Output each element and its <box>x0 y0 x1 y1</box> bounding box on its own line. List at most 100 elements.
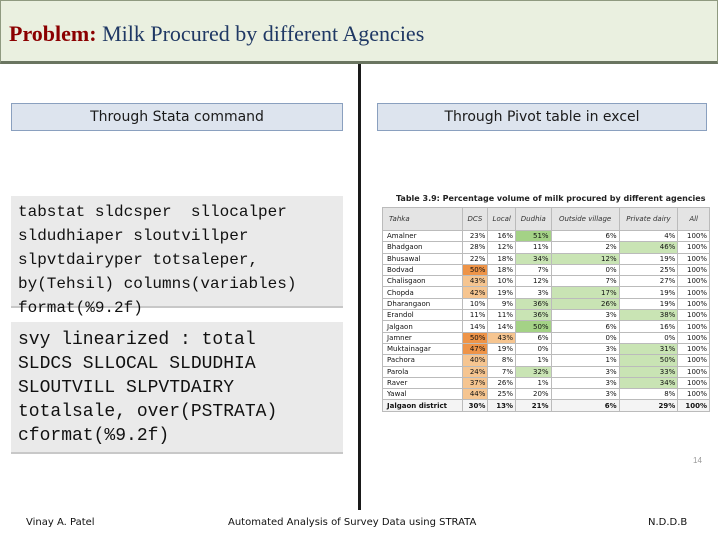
column-header: Local <box>487 207 516 231</box>
table-cell: 30% <box>461 399 489 412</box>
table-cell: 9% <box>487 297 516 311</box>
table-cell: 50% <box>461 331 489 344</box>
table-cell: 100% <box>677 388 710 401</box>
table-cell: 24% <box>461 365 489 378</box>
footer-author: Vinay A. Patel <box>26 517 95 528</box>
table-cell: 23% <box>461 229 489 243</box>
table-cell: 36% <box>515 309 552 322</box>
table-cell: 16% <box>618 320 679 333</box>
table-cell: 46% <box>618 241 679 254</box>
table-cell: 25% <box>618 263 679 277</box>
slide-title: Problem: Milk Procured by different Agen… <box>9 21 424 47</box>
page-number: 14 <box>693 456 702 465</box>
table-cell: 3% <box>550 376 620 390</box>
stata-label: Through Stata command <box>11 103 343 131</box>
table-cell: 19% <box>487 286 516 299</box>
table-cell: 27% <box>618 275 679 288</box>
table-row: Erandol 11% 11% 36% 3% 38% 100% <box>382 309 710 322</box>
table-cell: 47% <box>461 342 489 356</box>
table-cell: 10% <box>461 297 489 311</box>
table-cell: 11% <box>515 241 552 254</box>
row-label: Pachora <box>382 354 463 367</box>
pivot-table: Tahka DCS Local Dudhia Outside village Privat… <box>382 207 710 412</box>
table-cell: 100% <box>677 365 710 378</box>
table-cell: 100% <box>677 320 710 333</box>
row-label: Amalner <box>382 229 463 243</box>
table-cell: 34% <box>515 252 552 265</box>
table-cell: 0% <box>550 263 620 277</box>
table-cell: 8% <box>618 388 679 401</box>
table-cell: 8% <box>487 354 516 367</box>
table-cell: 7% <box>550 275 620 288</box>
table-cell: 12% <box>550 252 620 265</box>
table-cell: 100% <box>677 286 710 299</box>
footer-title: Automated Analysis of Survey Data using … <box>228 517 477 528</box>
table-cell: 26% <box>550 297 620 311</box>
table-cell: 100% <box>677 275 710 288</box>
row-label: Chopda <box>382 286 463 299</box>
table-cell: 36% <box>515 297 552 311</box>
row-label: Bodvad <box>382 263 463 277</box>
pivot-label: Through Pivot table in excel <box>377 103 707 131</box>
table-row: Amalner 23% 16% 51% 6% 4% 100% <box>382 229 710 243</box>
table-body: Amalner 23% 16% 51% 6% 4% 100% Bhadgaon 28% 12% 11… <box>382 229 710 412</box>
table-cell: 7% <box>487 365 516 378</box>
table-cell: 42% <box>461 286 489 299</box>
table-row: Jalgaon district 30% 13% 21% 6% 29% 100% <box>382 399 710 412</box>
tabstat-code-block: tabstat sldcsper sllocalper sldudhiaper … <box>11 196 343 317</box>
table-cell: 3% <box>515 286 552 299</box>
table-cell: 100% <box>677 241 710 254</box>
table-cell: 0% <box>618 331 679 344</box>
table-cell: 3% <box>550 388 620 401</box>
table-row: Bhadgaon 28% 12% 11% 2% 46% 100% <box>382 241 710 254</box>
pivot-table-figure: Table 3.9: Percentage volume of milk pro… <box>382 194 710 412</box>
table-cell: 6% <box>550 229 620 243</box>
table-cell: 19% <box>618 286 679 299</box>
table-title: Table 3.9: Percentage volume of milk pro… <box>396 194 706 203</box>
table-cell: 1% <box>550 354 620 367</box>
row-label: Dharangaon <box>382 297 463 311</box>
table-cell: 34% <box>618 376 679 390</box>
table-cell: 19% <box>487 342 516 356</box>
table-row: Jalgaon 14% 14% 50% 6% 16% 100% <box>382 320 710 333</box>
table-cell: 50% <box>515 320 552 333</box>
footer-org: N.D.D.B <box>648 517 688 528</box>
table-cell: 100% <box>677 297 710 311</box>
table-row: Pachora 40% 8% 1% 1% 50% 100% <box>382 354 710 367</box>
row-label: Parola <box>382 365 463 378</box>
row-label: Muktainagar <box>382 342 463 356</box>
table-cell: 37% <box>461 376 489 390</box>
table-cell: 43% <box>487 331 516 344</box>
table-cell: 0% <box>515 342 552 356</box>
table-cell: 1% <box>515 354 552 367</box>
table-cell: 19% <box>618 297 679 311</box>
table-row: Raver 37% 26% 1% 3% 34% 100% <box>382 376 710 390</box>
table-cell: 6% <box>550 399 620 412</box>
table-cell: 100% <box>677 309 710 322</box>
column-divider <box>358 64 361 510</box>
table-cell: 32% <box>515 365 552 378</box>
table-cell: 13% <box>487 399 516 412</box>
table-cell: 17% <box>550 286 620 299</box>
table-cell: 29% <box>618 399 679 412</box>
table-cell: 33% <box>618 365 679 378</box>
table-cell: 25% <box>487 388 516 401</box>
column-header: DCS <box>461 207 489 231</box>
row-label: Chalisgaon <box>382 275 463 288</box>
row-label: Jamner <box>382 331 463 344</box>
table-cell: 100% <box>677 354 710 367</box>
table-row: Yawal 44% 25% 20% 3% 8% 100% <box>382 388 710 401</box>
table-cell: 100% <box>677 342 710 356</box>
row-label: Yawal <box>382 388 463 401</box>
table-cell: 22% <box>461 252 489 265</box>
table-cell: 12% <box>487 241 516 254</box>
table-cell: 100% <box>677 399 710 412</box>
table-cell: 21% <box>515 399 552 412</box>
row-label: Raver <box>382 376 463 390</box>
table-cell: 12% <box>515 275 552 288</box>
table-cell: 6% <box>515 331 552 344</box>
row-label: Erandol <box>382 309 463 322</box>
table-row: Chopda 42% 19% 3% 17% 19% 100% <box>382 286 710 299</box>
table-cell: 100% <box>677 252 710 265</box>
table-cell: 50% <box>618 354 679 367</box>
